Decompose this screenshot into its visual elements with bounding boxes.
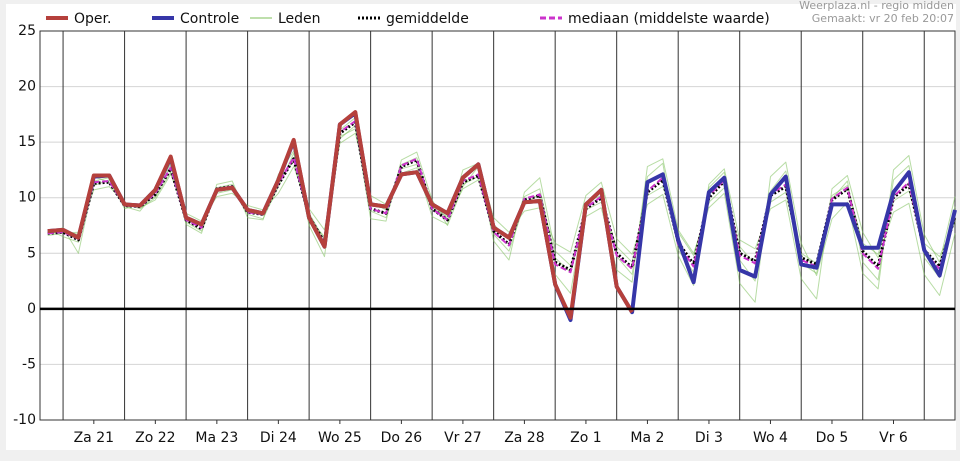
- legend-label: Controle: [180, 11, 239, 27]
- x-tick-label: Za 28: [504, 430, 544, 446]
- x-tick-label: Ma 23: [195, 430, 238, 446]
- source: Weerplaza.nl - regio midden: [799, 0, 954, 12]
- x-tick-label: Zo 1: [570, 430, 602, 446]
- y-tick-label: 25: [18, 23, 36, 39]
- member-line: [47, 117, 956, 294]
- legend-label: Oper.: [74, 11, 111, 27]
- x-tick-label: Di 3: [695, 430, 723, 446]
- legend-label: gemiddelde: [386, 11, 469, 27]
- y-tick-label: -5: [22, 356, 36, 372]
- y-tick-label: 15: [18, 134, 36, 150]
- made-time: Gemaakt: vr 20 feb 20:07: [812, 12, 954, 25]
- x-tick-label: Di 24: [260, 430, 297, 446]
- y-tick-label: 20: [18, 79, 36, 95]
- x-tick-label: Za 21: [74, 430, 114, 446]
- legend-label: mediaan (middelste waarde): [568, 11, 770, 27]
- x-tick-label: Do 5: [816, 430, 849, 446]
- x-tick-label: Vr 6: [879, 430, 908, 446]
- x-tick-label: Do 26: [381, 430, 423, 446]
- y-tick-label: 10: [18, 190, 36, 206]
- legend-label: Leden: [278, 11, 321, 27]
- y-tick-label: 0: [27, 301, 36, 317]
- y-tick-label: 5: [27, 245, 36, 261]
- x-tick-label: Wo 4: [753, 430, 788, 446]
- background: [6, 4, 956, 450]
- x-tick-label: Zo 22: [135, 430, 175, 446]
- member-line: [47, 125, 956, 303]
- plot-frame: [39, 30, 956, 421]
- x-tick-label: Wo 25: [318, 430, 362, 446]
- y-tick-label: -10: [13, 412, 36, 428]
- series-line: [47, 120, 957, 272]
- member-line: [47, 132, 956, 300]
- x-tick-label: Vr 27: [444, 430, 482, 446]
- series-line: [47, 110, 634, 320]
- series-line: [47, 120, 956, 274]
- x-tick-label: Ma 2: [630, 430, 664, 446]
